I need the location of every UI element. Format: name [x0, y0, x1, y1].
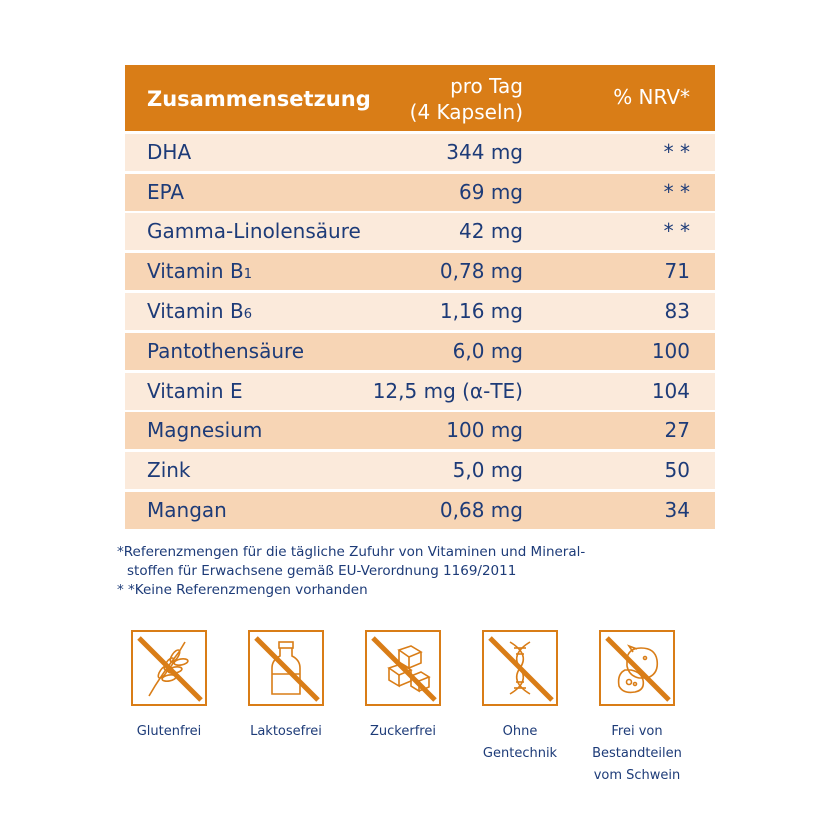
nutrient-subscript: 1 — [243, 267, 252, 283]
nutrient-name-text: Mangan — [147, 497, 227, 522]
nutrient-name-text: Vitamin B — [147, 298, 244, 323]
nutrient-nrv: 34 — [664, 497, 690, 522]
nutrient-nrv: 71 — [664, 259, 690, 284]
nutrient-amount: 69 mg — [459, 179, 523, 204]
nutrient-name-text: Zink — [147, 458, 191, 483]
footnote-line1: *Referenzmengen für die tägliche Zufuhr … — [117, 544, 586, 560]
nutrient-name-text: EPA — [147, 179, 185, 204]
nutrient-name-text: Vitamin E — [147, 378, 243, 403]
nutrient-amount: 100 mg — [446, 418, 523, 443]
table-row: Gamma-Linolensäure 42 mg * * — [125, 213, 715, 251]
icon-label-line1: Laktosefrei — [250, 724, 322, 739]
nutrient-amount: 6,0 mg — [452, 338, 523, 363]
nutrient-nrv: * * — [663, 179, 690, 204]
nutrient-name-text: Gamma-Linolensäure — [147, 219, 361, 244]
icon-label-line1: Glutenfrei — [136, 724, 202, 739]
icon-item-gmo: Ohne Gentechnik — [461, 630, 579, 765]
header-per-day-line1: pro Tag — [450, 74, 523, 98]
nutrient-nrv: * * — [663, 219, 690, 244]
header-composition: Zusammensetzung — [147, 87, 371, 111]
nutrient-nrv: 27 — [664, 418, 690, 443]
nutrient-nrv: 104 — [651, 378, 690, 403]
icon-label-line2: Bestandteilen — [592, 746, 682, 761]
icon-item-sugar: Zuckerfrei — [344, 630, 462, 743]
nutrient-name: Gamma-Linolensäure — [147, 213, 361, 250]
icon-item-gluten: Glutenfrei — [110, 630, 228, 743]
dna-icon — [482, 630, 558, 706]
nutrient-name-text: Pantothensäure — [147, 338, 305, 363]
nutrient-nrv: 83 — [664, 298, 690, 323]
nutrient-nrv: 50 — [664, 458, 690, 483]
nutrient-name-text: DHA — [147, 139, 192, 164]
nutrient-name: Mangan — [147, 492, 227, 529]
table-row: EPA 69 mg * * — [125, 173, 715, 211]
wheat-icon — [131, 630, 207, 706]
table-header: Zusammensetzung pro Tag (4 Kapseln) % NR… — [125, 65, 715, 131]
sugar-cubes-icon — [365, 630, 441, 706]
icon-label-line2: Gentechnik — [482, 746, 558, 761]
nutrient-amount: 0,78 mg — [439, 259, 523, 284]
table-row: Zink 5,0 mg 50 — [125, 452, 715, 490]
nutrient-name: Vitamin B6 — [147, 293, 252, 333]
table-row: Vitamin B1 0,78 mg 71 — [125, 253, 715, 293]
nutrient-amount: 5,0 mg — [452, 458, 523, 483]
header-nrv: % NRV* — [613, 85, 690, 109]
icon-item-lactose: Laktosefrei — [227, 630, 345, 743]
nutrient-name-text: Vitamin B — [147, 259, 244, 284]
nutrient-name: Vitamin B1 — [147, 253, 252, 293]
nutrient-amount: 42 mg — [459, 219, 523, 244]
table-row: Magnesium 100 mg 27 — [125, 412, 715, 450]
pig-icon — [599, 630, 675, 706]
nutrient-subscript: 6 — [243, 306, 252, 322]
table-row: Pantothensäure 6,0 mg 100 — [125, 332, 715, 370]
icon-item-pork: Frei von Bestandteilen vom Schwein — [578, 630, 696, 787]
icon-label-line1: Ohne — [502, 724, 538, 739]
footnotes: *Referenzmengen für die tägliche Zufuhr … — [117, 543, 585, 600]
table-body: DHA 344 mg * * EPA 69 mg * * Gamma-Linolensäur… — [125, 133, 715, 529]
nutrient-nrv: 100 — [651, 338, 690, 363]
nutrient-nrv: * * — [663, 139, 690, 164]
footnote-line2: stoffen für Erwachsene gemäß EU-Verordnu… — [127, 563, 517, 579]
table-row: Vitamin E 12,5 mg (α-TE) 104 — [125, 372, 715, 410]
nutrient-name: Magnesium — [147, 412, 262, 449]
nutrient-name: Vitamin E — [147, 373, 243, 410]
header-per-day-line2: (4 Kapseln) — [409, 100, 523, 124]
nutrient-amount: 1,16 mg — [439, 298, 523, 323]
nutrition-table: Zusammensetzung pro Tag (4 Kapseln) % NR… — [125, 65, 715, 529]
nutrient-name: Zink — [147, 452, 191, 489]
icon-label-line1: Frei von — [611, 724, 663, 739]
nutrient-amount: 12,5 mg (α-TE) — [372, 378, 523, 403]
icon-label-line3: vom Schwein — [593, 768, 681, 783]
free-from-icons: Glutenfrei Laktosefrei — [130, 630, 730, 830]
nutrient-name: EPA — [147, 174, 184, 211]
nutrient-name: Pantothensäure — [147, 333, 304, 370]
table-row: DHA 344 mg * * — [125, 133, 715, 171]
table-row: Vitamin B6 1,16 mg 83 — [125, 292, 715, 333]
footnote-line3: * *Keine Referenzmengen vorhanden — [117, 582, 368, 598]
table-row: Mangan 0,68 mg 34 — [125, 491, 715, 529]
header-per-day: pro Tag (4 Kapseln) — [410, 73, 523, 125]
milk-bottle-icon — [248, 630, 324, 706]
nutrient-name: DHA — [147, 134, 191, 171]
nutrient-amount: 344 mg — [446, 139, 523, 164]
icon-label-line1: Zuckerfrei — [370, 724, 436, 739]
nutrient-amount: 0,68 mg — [439, 497, 523, 522]
nutrient-name-text: Magnesium — [147, 418, 263, 443]
